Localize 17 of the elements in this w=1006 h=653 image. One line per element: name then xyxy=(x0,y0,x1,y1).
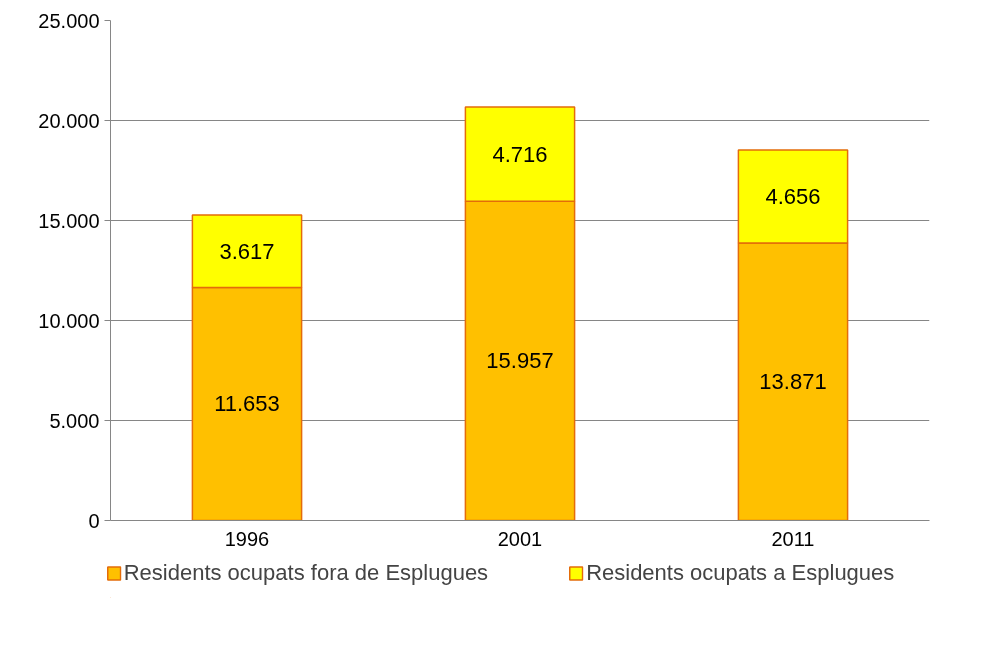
y-tick-label: 10.000 xyxy=(38,309,100,332)
data-label: 4.716 xyxy=(492,141,548,167)
data-label: 13.871 xyxy=(759,369,827,395)
legend-label: Residents ocupats a Esplugues xyxy=(586,560,895,586)
y-tick-label: 20.000 xyxy=(38,109,100,132)
y-tick-label: 15.000 xyxy=(38,209,100,232)
y-tick-label: 5.000 xyxy=(49,409,100,432)
data-label: 4.656 xyxy=(765,184,821,210)
x-tick-label: 2001 xyxy=(497,527,543,550)
legend-label: Residents ocupats fora de Esplugues xyxy=(123,560,489,586)
data-label: 11.653 xyxy=(214,391,280,417)
x-tick-label: 1996 xyxy=(224,527,270,550)
y-tick-label: 0 xyxy=(88,509,100,532)
y-tick-label: 25.000 xyxy=(38,9,100,32)
data-label: 3.617 xyxy=(219,238,275,264)
x-tick-label: 2011 xyxy=(771,527,815,550)
data-label: 15.957 xyxy=(486,348,554,374)
